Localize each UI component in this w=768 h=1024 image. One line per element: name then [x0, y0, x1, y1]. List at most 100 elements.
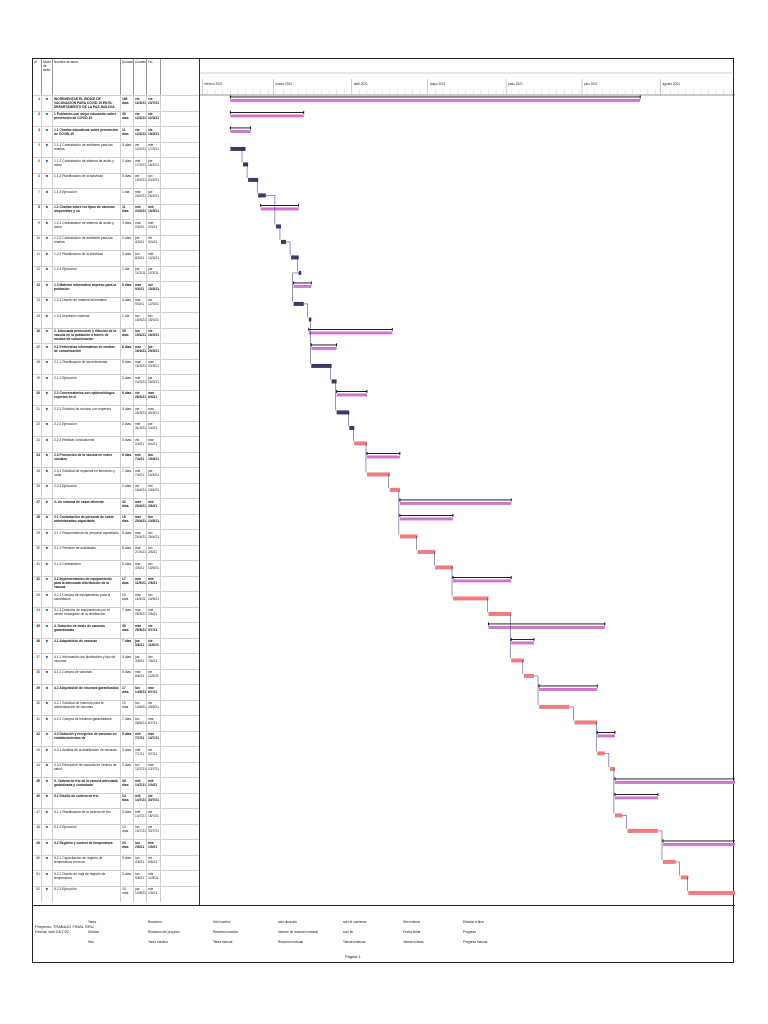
- task-row[interactable]: 4 ■ 1.1.1 Contratación de ambiente para la…: [33, 141, 199, 158]
- task-row[interactable]: 26 ■ 2.3.2 Ejecución 2 días vie 16/4/21 lun 1…: [33, 482, 199, 499]
- task-row[interactable]: 7 ■ 1.1.4 Ejecución 1 día mar 23/2/21 jue 25/…: [33, 188, 199, 205]
- task-dur: 10 días: [121, 592, 134, 608]
- task-row[interactable]: 45 ■ 5. Cadena de frío de la vacuna adecua…: [33, 777, 199, 794]
- task-name: 1.3.2 Impresión material: [53, 313, 121, 329]
- task-fin: mar 13/7/21: [147, 731, 161, 747]
- task-id: 29: [33, 530, 42, 546]
- task-name: 1.2.3 Planificación de la actividad: [53, 251, 121, 267]
- task-row[interactable]: 30 ■ 3.1.2 Revision de solicitudes 5 días ma…: [33, 544, 199, 561]
- task-row[interactable]: 3 ■ 1.1 Charlas educativas sobre prevenció…: [33, 126, 199, 143]
- task-row[interactable]: 18 ■ 2.1.1 Planificación de las entrevista…: [33, 358, 199, 375]
- header-duration[interactable]: Duración: [121, 59, 134, 95]
- task-row[interactable]: 34 ■ 3.2.2 Dotación de equipamiento por el…: [33, 606, 199, 623]
- task-row[interactable]: 22 ■ 2.2.2 Ejecución 2 días mié 31/3/21 jue 1…: [33, 420, 199, 437]
- task-row[interactable]: 29 ■ 3.1.1 Requerimiento de personal capac…: [33, 529, 199, 546]
- header-mode[interactable]: Modo de tarea: [42, 59, 53, 95]
- task-row[interactable]: 17 ■ 2.1 Entrevistas informativas en medio…: [33, 343, 199, 360]
- task-row[interactable]: 14 ■ 1.3.1 Diseño de material informativo 4…: [33, 296, 199, 313]
- task-row[interactable]: 5 ■ 1.1.2 Contratación de sistema de audio…: [33, 157, 199, 174]
- task-row[interactable]: 25 ■ 2.3.1 Solicitud de espacios en televi…: [33, 467, 199, 484]
- task-row[interactable]: 15 ■ 1.3.2 Impresión material 1 día lun 15/3…: [33, 312, 199, 329]
- task-row[interactable]: 35 ■ 4. Dotación de dosis de vacunas garan…: [33, 622, 199, 639]
- dependency-link: [330, 365, 332, 380]
- task-row[interactable]: 19 ■ 2.1.2 Ejecución 2 días mié 24/3/21 jue 2…: [33, 374, 199, 391]
- task-mode-icon: ■: [42, 669, 53, 685]
- task-row[interactable]: 6 ■ 1.1.3 Planificación de la actividad 3 d…: [33, 172, 199, 189]
- task-row[interactable]: 2 ■ 1 Población con mejor educación sobre …: [33, 110, 199, 127]
- header-start[interactable]: Comienzo: [134, 59, 147, 95]
- task-fin: jue 1/4/21: [147, 421, 161, 437]
- task-name: 3.1 Contratación de personal de salud ad…: [53, 514, 121, 530]
- task-row[interactable]: 24 ■ 2.3 Promoción de la vacuna en redes s…: [33, 451, 199, 468]
- task-row[interactable]: 47 ■ 5.1.1 Planificación de la cadena de f…: [33, 808, 199, 825]
- header-name[interactable]: Nombre de tarea: [53, 59, 121, 95]
- task-row[interactable]: 40 ■ 4.2.1 Solicitud de insumos para la ad…: [33, 699, 199, 716]
- task-row[interactable]: 32 ■ 3.2 Implementación de equipamiento pa…: [33, 575, 199, 592]
- task-dur: 5 días: [121, 855, 134, 871]
- task-row[interactable]: 49 ■ 5.2 Registro y control de temperatura…: [33, 839, 199, 856]
- task-id: 44: [33, 762, 42, 778]
- task-name: 3.2.1 Compra de equipamiento para la vac…: [53, 592, 121, 608]
- task-row[interactable]: 41 ■ 4.2.2 Compra de insumos garantizados 7…: [33, 715, 199, 732]
- task-mode-icon: ■: [42, 421, 53, 437]
- task-row[interactable]: 28 ■ 3.1 Contratación de personal de salud…: [33, 513, 199, 530]
- task-row[interactable]: 37 ■ 4.1.1 Información del distribuidor y …: [33, 653, 199, 670]
- task-row[interactable]: 33 ■ 3.2.1 Compra de equipamiento para la …: [33, 591, 199, 608]
- task-row[interactable]: 11 ■ 1.2.3 Planificación de la actividad 3 …: [33, 250, 199, 267]
- task-row[interactable]: 8 ■ 1.2 Charlas sobre los tipos de vacunas…: [33, 203, 199, 220]
- task-id: 32: [33, 576, 42, 592]
- legend-item: Tarea manual: [213, 940, 233, 944]
- dependency-link: [509, 613, 512, 659]
- task-row[interactable]: 39 ■ 4.2 Adquisición de insumos garantizad…: [33, 684, 199, 701]
- task-dur: 3 días: [121, 142, 134, 158]
- task-row[interactable]: 1 ■ INCREMENTAR EL INDICE DE VACUNACIÓN PA…: [33, 95, 199, 112]
- task-row[interactable]: 51 ■ 5.2.2 Diseño de hoja de registro de t…: [33, 870, 199, 887]
- task-row[interactable]: 12 ■ 1.2.4 Ejecución 1 día jue 11/3/21 jue 11…: [33, 265, 199, 282]
- task-name: 1.2.1 Contratación de sistema de audio y…: [53, 220, 121, 236]
- task-dur: 3 días: [121, 173, 134, 189]
- task-mode-icon: ■: [42, 871, 53, 887]
- dependency-link: [365, 443, 367, 473]
- dependency-link: [416, 536, 418, 550]
- task-dur: 13 días: [121, 793, 134, 809]
- task-fin: lun 22/2/21: [147, 173, 161, 189]
- task-dur: 1 día: [121, 266, 134, 282]
- task-row[interactable]: 42 ■ 4.3 Dotación y recepción de vacunas e…: [33, 730, 199, 747]
- legend-item: Hito inactivo: [213, 920, 231, 924]
- task-id: 9: [33, 220, 42, 236]
- header-finish[interactable]: Fin: [147, 59, 161, 95]
- task-dur: 17 días: [121, 685, 134, 701]
- task-row[interactable]: 10 ■ 1.2.2 Contratación de ambiente para l…: [33, 234, 199, 251]
- task-name: 4.1 Adquisición de vacunas: [53, 638, 121, 654]
- header-id[interactable]: Id: [33, 59, 42, 95]
- task-id: 3: [33, 127, 42, 143]
- task-row[interactable]: 52 ■ 5.2.3 Ejecución 15 días jue 12/8/21 mié …: [33, 885, 199, 902]
- task-mode-icon: ■: [42, 530, 53, 546]
- task-row[interactable]: 50 ■ 5.2.1 Capacitación de registro de tem…: [33, 854, 199, 871]
- task-fin: mié 3/3/21: [147, 220, 161, 236]
- task-row[interactable]: 46 ■ 5.1 Diseño de cadena de frío 13 días mi…: [33, 792, 199, 809]
- summary-bar: [336, 393, 367, 397]
- task-row[interactable]: 27 ■ 3. Un sistema de salud eficiente 32 dí…: [33, 498, 199, 515]
- task-row[interactable]: 23 ■ 2.2.3 Realizar conclusiones 3 días vie …: [33, 436, 199, 453]
- gantt-timeline[interactable]: febrero 2021 marzo 2021 abril 2021 mayo 202…: [199, 59, 735, 905]
- legend-item: Hito externo: [403, 920, 421, 924]
- task-name: 1.1.4 Ejecución: [53, 189, 121, 205]
- task-id: 39: [33, 685, 42, 701]
- task-row[interactable]: 16 ■ 2. Adecuada promoción y difusión de l…: [33, 327, 199, 344]
- task-row[interactable]: 20 ■ 2.2 Conversatorios con epidemiólogos …: [33, 389, 199, 406]
- task-row[interactable]: 44 ■ 4.3.2 Recepción de vacunas en centros…: [33, 761, 199, 778]
- task-row[interactable]: 38 ■ 4.1.2 Compra de vacunas 4 días mar 8/6/…: [33, 668, 199, 685]
- task-row[interactable]: 13 ■ 1.3 Material informativo impreso para…: [33, 281, 199, 298]
- task-row[interactable]: 43 ■ 4.3.1 Análisis de la distribución de …: [33, 746, 199, 763]
- task-mode-icon: ■: [42, 747, 53, 763]
- task-row[interactable]: 31 ■ 3.1.3 Contratación 5 días mar 4/5/21 lun…: [33, 560, 199, 577]
- task-row[interactable]: 48 ■ 5.1.2 Ejecución 10 días lun 19/7/21 vie …: [33, 823, 199, 840]
- task-id: 30: [33, 545, 42, 561]
- task-row[interactable]: 9 ■ 1.2.1 Contratación de sistema de audio…: [33, 219, 199, 236]
- legend-item: Progreso manual: [463, 940, 488, 944]
- task-mode-icon: ■: [42, 499, 53, 515]
- task-start: mar 20/4/21: [134, 499, 147, 515]
- task-row[interactable]: 36 ■ 4.1 Adquisición de vacunas 7 días jue 3…: [33, 637, 199, 654]
- task-row[interactable]: 21 ■ 2.2.1 Solicitud de reunion con expert…: [33, 405, 199, 422]
